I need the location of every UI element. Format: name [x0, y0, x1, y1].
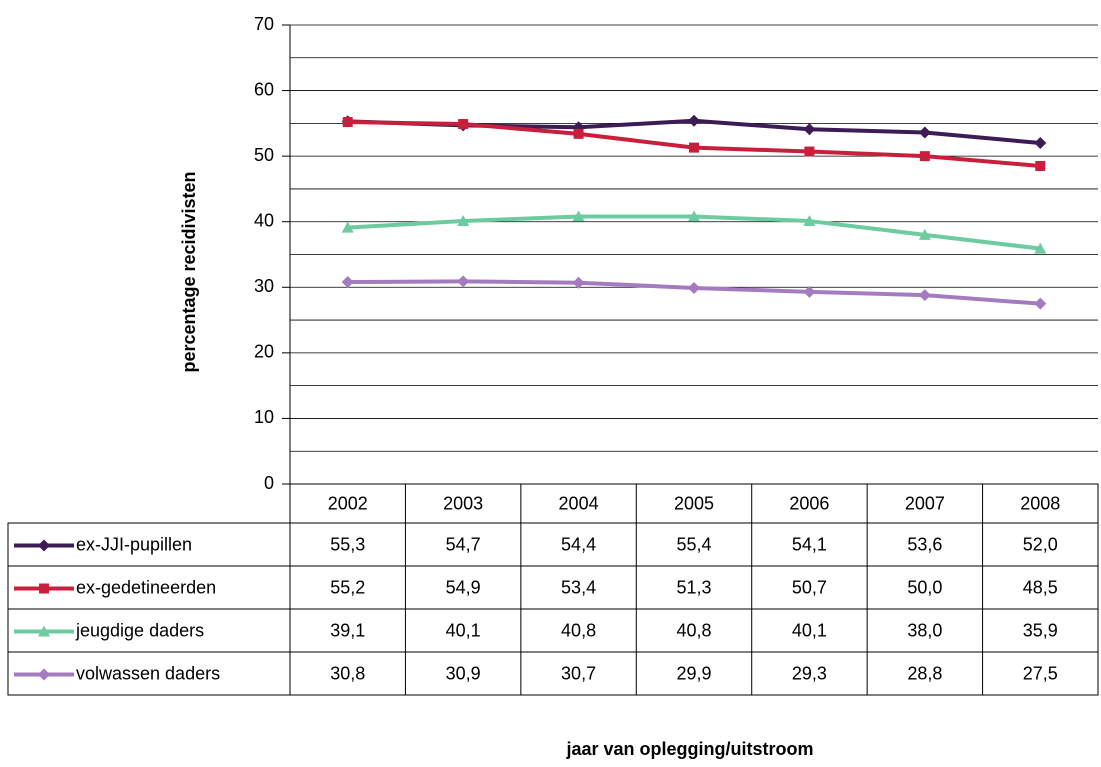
marker: [688, 114, 700, 127]
marker: [803, 215, 816, 227]
table-value: 35,9: [1023, 620, 1058, 640]
table-value: 52,0: [1023, 534, 1058, 554]
table-value: 29,3: [792, 663, 827, 683]
table-value: 48,5: [1023, 577, 1058, 597]
y-tick-label: 60: [254, 79, 274, 99]
marker: [918, 228, 931, 240]
legend-label: jeugdige daders: [75, 620, 204, 640]
x-tick-label: 2006: [789, 493, 829, 513]
marker: [918, 289, 931, 302]
legend-marker: [39, 583, 49, 594]
marker: [573, 128, 584, 139]
marker: [572, 276, 585, 289]
table-value: 38,0: [907, 620, 942, 640]
marker: [341, 276, 354, 289]
table-value: 27,5: [1023, 663, 1058, 683]
legend-label: volwassen daders: [76, 663, 220, 683]
y-tick-label: 20: [254, 342, 274, 362]
table-value: 51,3: [676, 577, 711, 597]
table-value: 30,9: [446, 663, 481, 683]
table-value: 40,8: [676, 620, 711, 640]
y-tick-label: 70: [254, 14, 274, 34]
table-value: 54,4: [561, 534, 596, 554]
marker: [919, 151, 930, 162]
marker: [1034, 242, 1047, 254]
table-value: 40,1: [792, 620, 827, 640]
marker: [1035, 160, 1046, 171]
x-tick-label: 2007: [905, 493, 945, 513]
x-tick-label: 2002: [328, 493, 368, 513]
table-value: 29,9: [676, 663, 711, 683]
marker: [688, 281, 700, 294]
table-value: 54,9: [446, 577, 481, 597]
y-axis-label: percentage recidivisten: [179, 171, 199, 372]
table-value: 50,0: [907, 577, 942, 597]
legend-marker: [38, 625, 50, 637]
marker: [457, 275, 470, 288]
table-value: 40,8: [561, 620, 596, 640]
marker: [342, 117, 353, 128]
y-tick-label: 10: [254, 407, 274, 427]
marker: [1034, 297, 1047, 310]
table-value: 40,1: [446, 620, 481, 640]
y-tick-label: 40: [254, 210, 274, 230]
table-value: 53,4: [561, 577, 596, 597]
marker: [803, 285, 816, 298]
y-tick-label: 30: [254, 276, 274, 296]
x-axis-label: jaar van oplegging/uitstroom: [565, 739, 813, 759]
marker: [458, 119, 469, 130]
table-value: 54,1: [792, 534, 827, 554]
y-tick-label: 0: [264, 473, 274, 493]
legend-label: ex-gedetineerden: [76, 577, 216, 597]
table-value: 54,7: [446, 534, 481, 554]
table-value: 55,4: [676, 534, 711, 554]
table-value: 39,1: [330, 620, 365, 640]
legend-marker: [38, 668, 50, 681]
marker: [918, 126, 931, 139]
marker: [689, 142, 699, 153]
table-value: 30,7: [561, 663, 596, 683]
y-tick-label: 50: [254, 145, 274, 165]
table-value: 50,7: [792, 577, 827, 597]
marker: [688, 210, 700, 222]
marker: [804, 146, 815, 157]
table-value: 55,2: [330, 577, 365, 597]
marker: [341, 221, 354, 233]
table-value: 53,6: [907, 534, 942, 554]
table-value: 55,3: [330, 534, 365, 554]
marker: [457, 215, 470, 227]
legend-label: ex-JJI-pupillen: [76, 534, 192, 554]
x-tick-label: 2005: [674, 493, 714, 513]
legend-marker: [38, 539, 50, 552]
x-tick-label: 2008: [1020, 493, 1060, 513]
table-value: 30,8: [330, 663, 365, 683]
marker: [803, 123, 816, 136]
x-tick-label: 2003: [443, 493, 483, 513]
marker: [572, 210, 585, 222]
table-value: 28,8: [907, 663, 942, 683]
marker: [1034, 137, 1047, 150]
x-tick-label: 2004: [559, 493, 599, 513]
